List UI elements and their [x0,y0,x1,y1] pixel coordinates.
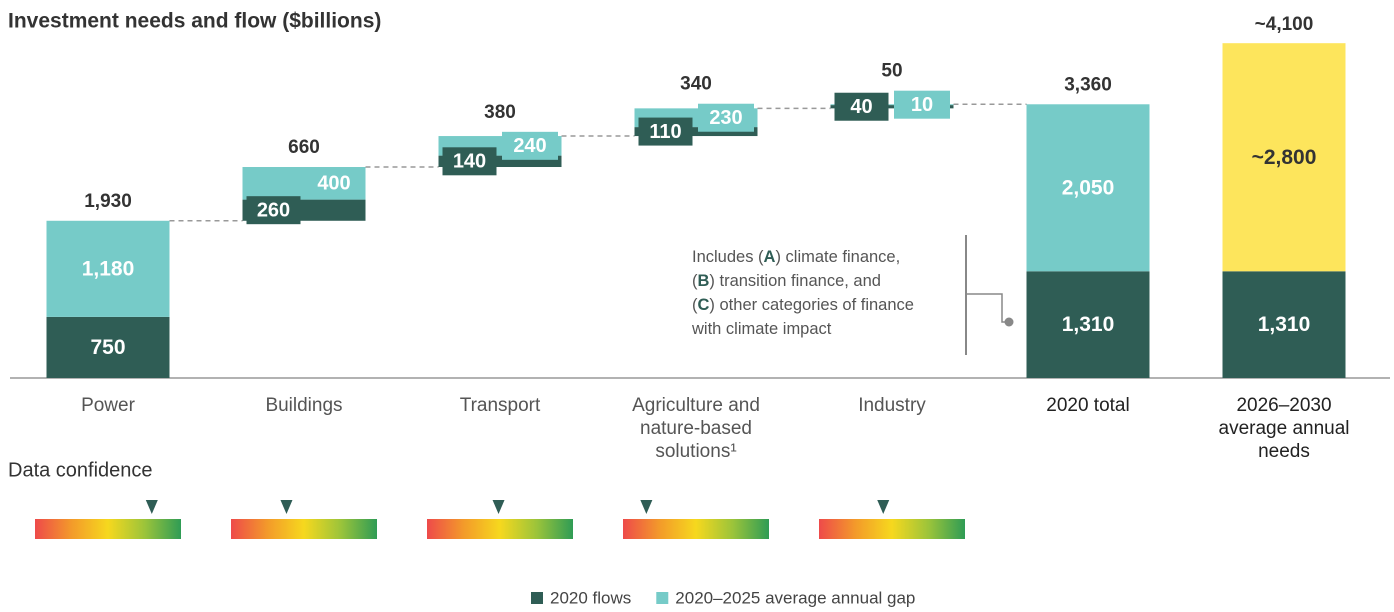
confidence-marker [280,500,293,514]
annotation-leader [966,293,1009,323]
annotation-part: ) transition finance, and [709,272,881,290]
value-label: 240 [513,135,546,157]
x-tick-label: needs [1258,441,1310,462]
x-tick-label: average annual [1219,418,1350,439]
annotation-part: ( [692,272,698,290]
total-label: 340 [680,74,712,95]
confidence-scale [35,519,181,539]
x-tick-label: Power [81,395,136,416]
value-label: 230 [709,107,742,129]
value-label: 140 [453,151,486,173]
value-label-box [442,147,497,176]
total-label: ~4,100 [1255,14,1314,35]
confidence-scale [231,519,377,539]
annotation-part: with climate impact [691,320,832,338]
value-label-box [306,169,362,198]
value-label: 10 [911,94,933,116]
annotation-part: A [764,248,776,266]
legend-label: 2020–2025 average annual gap [675,588,915,607]
value-label-box [698,103,754,132]
bar-segment [1026,271,1150,378]
value-label: 1,310 [1258,313,1311,336]
value-label-box [834,92,889,121]
annotation-dot [1004,317,1014,327]
total-label: 1,930 [84,191,132,212]
value-label-box [638,117,693,146]
x-tick-label: solutions¹ [655,441,736,462]
value-label: 1,310 [1062,313,1115,336]
bar-segment [1222,271,1346,378]
annotation-part: ( [692,296,698,314]
legend-label: 2020 flows [550,588,631,607]
confidence-scale [819,519,965,539]
legend-swatch [531,592,543,604]
x-tick-label: 2020 total [1046,395,1129,416]
confidence-marker [640,500,653,514]
bar-segment [1026,104,1150,272]
total-label: 380 [484,102,516,123]
confidence-scale [623,519,769,539]
value-label: 260 [257,199,290,221]
bar-segment [46,316,170,378]
annotation-part: ) other categories of finance [709,296,914,314]
annotation: (B) transition finance, and [692,272,881,290]
x-tick-label: nature-based [640,418,752,439]
annotation: with climate impact [691,320,832,338]
value-label: 750 [90,336,125,359]
annotation-part: B [698,272,710,290]
x-tick-label: Industry [858,395,926,416]
bar-segment [634,127,758,137]
annotation-part: Includes ( [692,248,764,266]
annotation: Includes (A) climate finance, [692,248,900,266]
annotation: (C) other categories of finance [692,296,914,314]
total-label: 50 [881,61,902,82]
bar-segment [830,105,954,109]
value-label-box [502,131,558,160]
value-label: 40 [850,96,872,118]
annotation-part: ) climate finance, [775,248,900,266]
bar-segment [438,155,562,168]
value-label: 2,050 [1062,176,1115,199]
total-label: 660 [288,137,320,158]
value-label-box [894,90,950,119]
confidence-marker [877,500,890,514]
x-tick-label: Agriculture and [632,395,760,416]
confidence-label: Data confidence [8,459,153,481]
value-label: ~2,800 [1252,146,1317,169]
value-label: 1,180 [82,257,135,280]
value-label: 110 [649,121,681,143]
bar-segment [1222,43,1346,272]
legend-swatch [656,592,669,604]
bar-segment [46,220,170,317]
confidence-scale [427,519,573,539]
value-label: 400 [317,173,350,195]
confidence-marker [145,500,158,514]
x-tick-label: 2026–2030 [1236,395,1331,416]
x-tick-label: Transport [460,395,541,416]
confidence-marker [492,500,505,514]
x-tick-label: Buildings [265,395,342,416]
bar-segment [830,104,954,106]
value-label-box [246,196,301,225]
total-label: 3,360 [1064,74,1112,95]
annotation-part: C [698,296,710,314]
chart-title: Investment needs and flow ($billions) [8,10,381,33]
